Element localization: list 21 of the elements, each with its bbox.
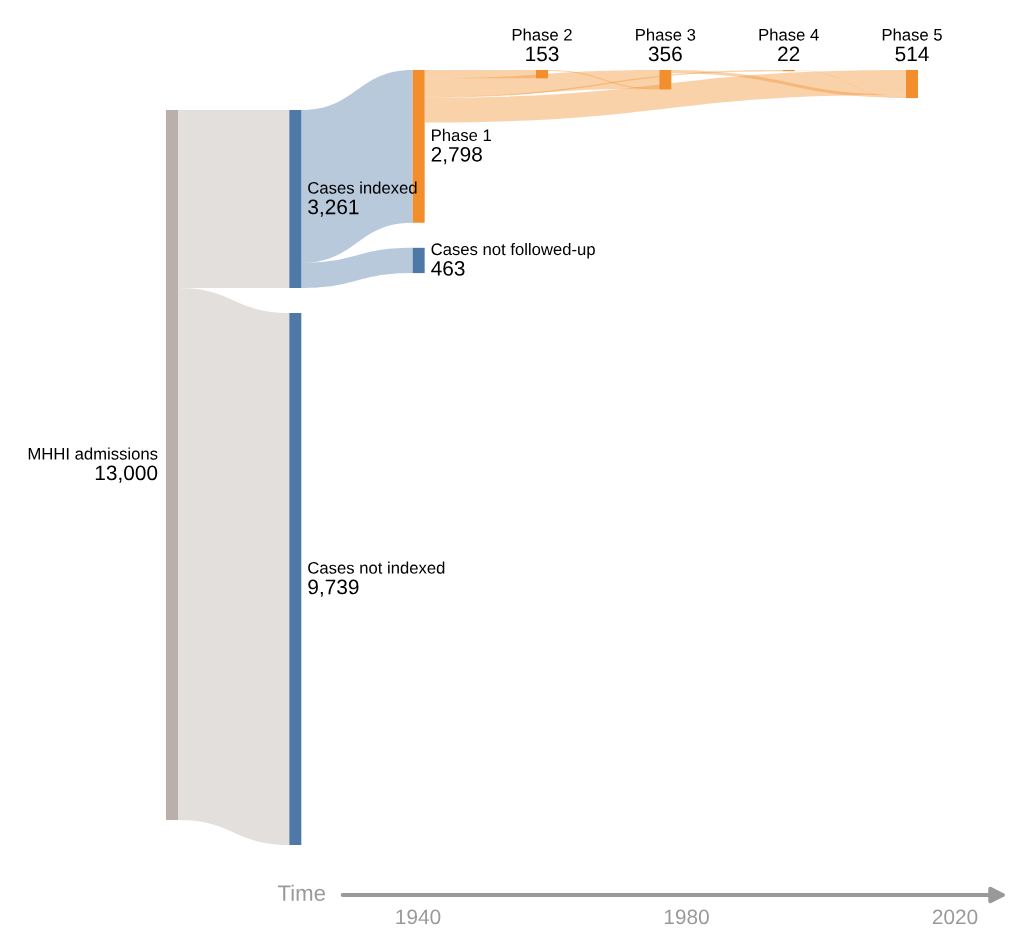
data-label: 13,000 — [95, 465, 158, 483]
category-label: Phase 3 — [636, 28, 696, 41]
data-label: 9,739 — [308, 579, 359, 597]
category-label: Cases not indexed — [308, 561, 445, 574]
category-label: Phase 1 — [432, 128, 492, 142]
category-label: Phase 2 — [512, 28, 572, 41]
text: 2020 — [932, 909, 978, 925]
text: 1980 — [664, 909, 709, 925]
data-label: 3,261 — [308, 199, 359, 217]
category-label: Phase 5 — [882, 28, 942, 41]
data-label: 22 — [778, 46, 800, 62]
data-label: 153 — [526, 46, 559, 62]
text: Time — [277, 884, 326, 901]
category-label: MHHI admissions — [28, 447, 158, 460]
data-label: 463 — [431, 261, 465, 276]
data-label: 2,798 — [431, 146, 482, 165]
category-label: Cases not followed-up — [431, 242, 595, 259]
category-label: Phase 4 — [759, 28, 819, 41]
text: 1940 — [396, 909, 441, 925]
data-label: 356 — [648, 46, 682, 62]
data-label: 514 — [895, 46, 929, 62]
